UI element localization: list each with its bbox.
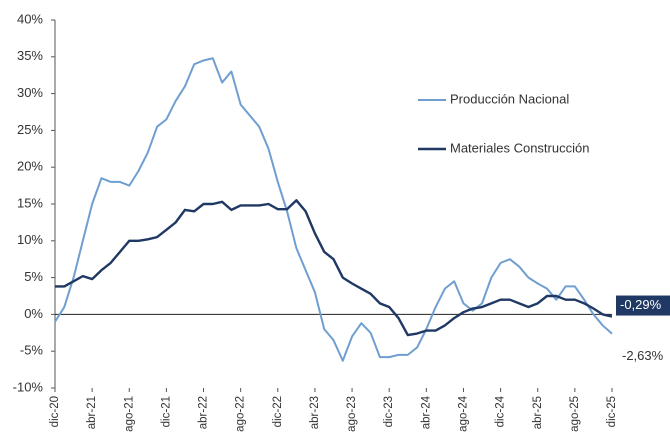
- y-tick-label: 10%: [17, 232, 43, 247]
- series-line: [54, 57, 613, 362]
- x-tick-label: abr-22: [198, 396, 210, 429]
- x-tick-label: ago-23: [346, 396, 358, 432]
- y-tick-label: 25%: [17, 122, 43, 137]
- x-tick-label: abr-24: [420, 395, 432, 429]
- x-tick-label: ago-25: [569, 396, 581, 432]
- y-tick-label: 40%: [17, 11, 43, 26]
- value-label-box: [616, 295, 670, 316]
- x-tick-label: dic-25: [606, 396, 618, 427]
- x-tick-label: abr-21: [86, 396, 98, 429]
- y-tick-label: 30%: [17, 85, 43, 100]
- value-label: -0,29%: [620, 297, 662, 312]
- series-line: [55, 199, 613, 337]
- y-tick-label: -5%: [20, 343, 44, 358]
- legend-label: Producción Nacional: [450, 91, 569, 106]
- x-tick-label: ago-24: [457, 395, 469, 431]
- y-tick-label: -10%: [13, 379, 44, 394]
- y-tick-label: 15%: [17, 195, 43, 210]
- y-tick-label: 20%: [17, 159, 43, 174]
- x-tick-label: dic-23: [383, 396, 395, 427]
- y-tick-label: 35%: [17, 48, 43, 63]
- x-tick-label: abr-25: [532, 396, 544, 429]
- x-tick-label: dic-24: [495, 395, 507, 427]
- value-label: -2,63%: [622, 348, 664, 363]
- x-tick-label: abr-23: [309, 396, 321, 429]
- y-tick-label: 5%: [24, 269, 43, 284]
- x-tick-label: dic-21: [160, 396, 172, 427]
- legend-label: Materiales Construcción: [450, 140, 589, 155]
- x-tick-label: ago-22: [235, 396, 247, 432]
- y-tick-label: 0%: [24, 306, 43, 321]
- x-tick-label: dic-22: [272, 396, 284, 427]
- x-tick-label: ago-21: [123, 396, 135, 432]
- x-tick-label: dic-20: [49, 396, 61, 427]
